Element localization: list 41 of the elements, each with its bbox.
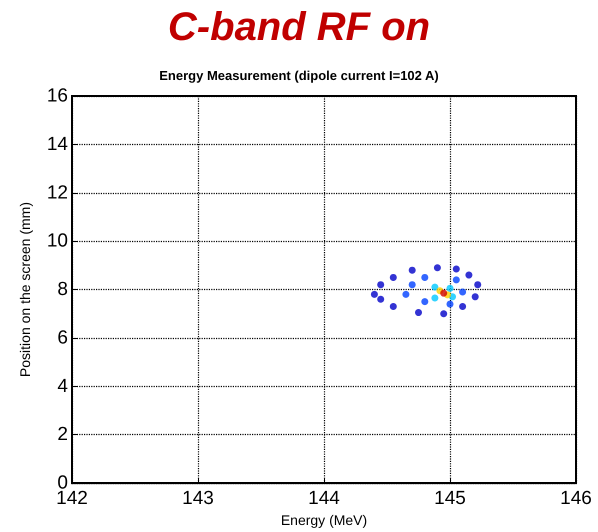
point: [474, 281, 482, 288]
point: [377, 281, 384, 288]
y-tick-label: 12: [46, 182, 68, 204]
point: [402, 290, 410, 298]
point: [459, 288, 466, 296]
point: [452, 265, 460, 272]
x-axis-title: Energy (MeV): [280, 512, 368, 528]
point: [431, 294, 438, 302]
y-tick-label: 4: [57, 376, 68, 397]
x-tick-label: 145: [434, 488, 466, 510]
point: [415, 309, 422, 316]
x-tick-label: 144: [308, 488, 340, 510]
x-tick-label: 146: [560, 488, 592, 510]
point: [390, 302, 397, 310]
y-tick-label: 14: [46, 134, 68, 155]
x-tick-label: 143: [182, 488, 214, 510]
point: [459, 302, 466, 310]
point: [465, 272, 472, 279]
point: [421, 274, 428, 281]
point: [446, 284, 454, 292]
y-axis-title: Position on the screen (mm): [17, 202, 33, 378]
point: [421, 298, 428, 306]
y-tick-label: 2: [57, 424, 68, 446]
point: [431, 284, 438, 291]
point: [370, 290, 378, 298]
y-tick-label: 8: [57, 279, 68, 300]
point: [408, 281, 416, 288]
point: [452, 276, 460, 284]
point: [434, 264, 441, 272]
chart-subtitle: Energy Measurement (dipole current I=102 A): [159, 68, 439, 83]
point: [446, 300, 454, 308]
point: [440, 290, 448, 297]
point: [377, 296, 384, 303]
point: [472, 293, 479, 300]
point: [408, 266, 416, 274]
point: [440, 310, 448, 318]
point: [390, 274, 397, 281]
y-tick-label: 10: [46, 230, 68, 252]
chart-title: C-band RF on: [168, 5, 430, 49]
y-tick-label: 16: [46, 86, 68, 106]
y-tick-label: 6: [57, 327, 68, 348]
